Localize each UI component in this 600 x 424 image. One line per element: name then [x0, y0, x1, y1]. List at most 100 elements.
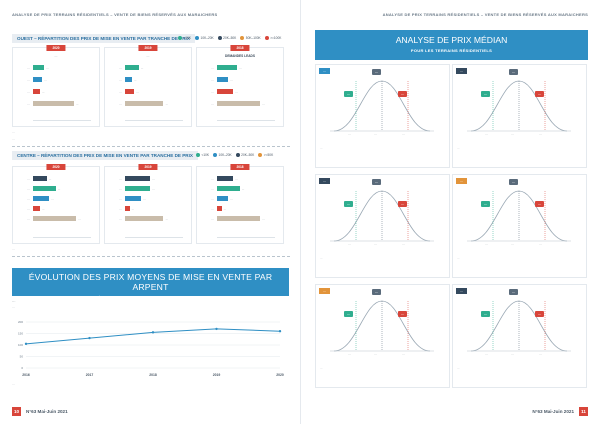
- evolution-paragraph: …: [12, 305, 15, 309]
- right-page: ANALYSE DE PRIX TERRAINS RÉSIDENTIELS – …: [300, 0, 600, 424]
- region-tag: …: [456, 178, 467, 184]
- running-head: ANALYSE DE PRIX TERRAINS RÉSIDENTIELS – …: [382, 12, 588, 17]
- bar-axis: [125, 120, 183, 121]
- low-label: …: [348, 132, 351, 136]
- median-card: ……………………: [315, 284, 450, 388]
- y-tick-label: 150: [18, 332, 23, 336]
- bar-row: ……: [211, 196, 275, 201]
- bar-label: …: [211, 197, 214, 201]
- bar-label: …: [211, 78, 214, 82]
- bar-axis: [217, 120, 275, 121]
- bar: [125, 101, 164, 106]
- region-tag: …: [319, 68, 330, 74]
- legend-item: 50K–100K: [240, 36, 261, 40]
- legend-label: <10K: [201, 153, 210, 157]
- data-point: [24, 342, 28, 346]
- year-tab: 2018: [230, 164, 250, 170]
- bar: [33, 101, 74, 106]
- y-tick-label: 200: [18, 320, 23, 324]
- mid-label: …: [511, 242, 514, 246]
- bell-curve: [467, 80, 571, 132]
- q1-price: …: [344, 91, 354, 97]
- median-title: ANALYSE DE PRIX MÉDIAN: [395, 35, 508, 45]
- bar-value: …: [230, 197, 234, 201]
- q1-price: …: [344, 201, 354, 207]
- data-point: [151, 331, 155, 334]
- year-tab: 2020: [46, 164, 66, 170]
- bar-value: …: [136, 90, 139, 94]
- median-price: …: [509, 69, 519, 75]
- bar-value: …: [131, 207, 135, 211]
- median-price: …: [509, 179, 519, 185]
- bar-value: …: [41, 90, 45, 94]
- median-price: …: [509, 289, 519, 295]
- x-tick-label: 2016: [22, 373, 30, 377]
- evolution-source: …: [12, 382, 15, 386]
- card-note: …: [320, 367, 323, 370]
- data-point: [215, 327, 218, 331]
- bar-panel: 2018…………………………: [196, 164, 284, 244]
- bar-label: …: [27, 66, 30, 70]
- q1-price: …: [481, 91, 491, 97]
- bar-label: …: [119, 187, 122, 191]
- bar-row: ……: [27, 176, 91, 181]
- bar-label: …: [211, 66, 214, 70]
- bar-panel: 2019…………………………: [104, 164, 192, 244]
- bar: [217, 89, 233, 94]
- bar: [125, 89, 135, 94]
- legend-item: 20K–50K: [235, 153, 255, 157]
- bar-value: …: [234, 90, 238, 94]
- year-tab: 2018: [230, 45, 250, 51]
- bell-curve: [467, 190, 571, 242]
- year-tab: 2019: [138, 164, 158, 170]
- bar: [33, 186, 56, 191]
- median-card: ……………………: [452, 284, 587, 388]
- bar-row: ……: [119, 206, 183, 211]
- bar: [125, 176, 150, 181]
- legend-item: >=50K: [258, 153, 273, 157]
- left-page: ANALYSE DE PRIX TERRAINS RÉSIDENTIELS – …: [12, 12, 290, 416]
- bar-value: …: [261, 217, 265, 221]
- bar-label: …: [27, 177, 30, 181]
- mid-label: …: [511, 132, 514, 136]
- bar-label: …: [119, 217, 122, 221]
- legend-label: 20K–50K: [241, 153, 255, 157]
- bar-row: ……: [119, 186, 183, 191]
- evolution-banner: ÉVOLUTION DES PRIX MOYENS DE MISE EN VEN…: [12, 268, 289, 300]
- bar: [33, 206, 40, 211]
- bar: [217, 65, 238, 70]
- centre-section-title: CENTRE – RÉPARTITION DES PRIX DE MISE EN…: [12, 151, 198, 160]
- bar-row: ……: [211, 176, 275, 181]
- bar-row: ……: [27, 206, 91, 211]
- legend-label: 20K–50K: [223, 36, 237, 40]
- bar-value: …: [140, 66, 144, 70]
- q1-price: …: [481, 311, 491, 317]
- q1-price: …: [344, 311, 354, 317]
- bar: [125, 186, 150, 191]
- centre-legend: <10K 10K–20K 20K–50K >=50K: [196, 153, 277, 157]
- bar-row: ……: [119, 89, 183, 94]
- bar-value: …: [44, 78, 47, 82]
- page-number: 10: [12, 406, 21, 416]
- bar-row: ……: [119, 101, 183, 106]
- legend-label: 50K–100K: [245, 36, 261, 40]
- low-label: …: [348, 242, 351, 246]
- mid-label: …: [374, 352, 377, 356]
- running-head: ANALYSE DE PRIX TERRAINS RÉSIDENTIELS – …: [12, 12, 218, 17]
- bar-value: …: [77, 217, 81, 221]
- evolution-line-chart: 0 50 100 150 200 2016 2017 2018 2019 2020: [18, 320, 284, 377]
- evolution-subtitle: TERRAINS RÉSIDENTIELS EXCLUANT LES TERRA…: [70, 295, 231, 300]
- bar-row: ……: [211, 101, 275, 106]
- q3-price: …: [398, 311, 408, 317]
- issue-label: N°63 Mai-Juin 2021: [26, 408, 68, 414]
- bar-row: ……: [211, 65, 275, 70]
- high-label: …: [539, 352, 542, 356]
- bar: [33, 176, 47, 181]
- bar-label: …: [27, 207, 30, 211]
- bar: [33, 65, 45, 70]
- median-card: ……………………: [315, 64, 450, 168]
- bar: [125, 65, 139, 70]
- high-label: …: [539, 242, 542, 246]
- legend-item: >=100K: [264, 36, 281, 40]
- bar-row: ……: [27, 77, 91, 82]
